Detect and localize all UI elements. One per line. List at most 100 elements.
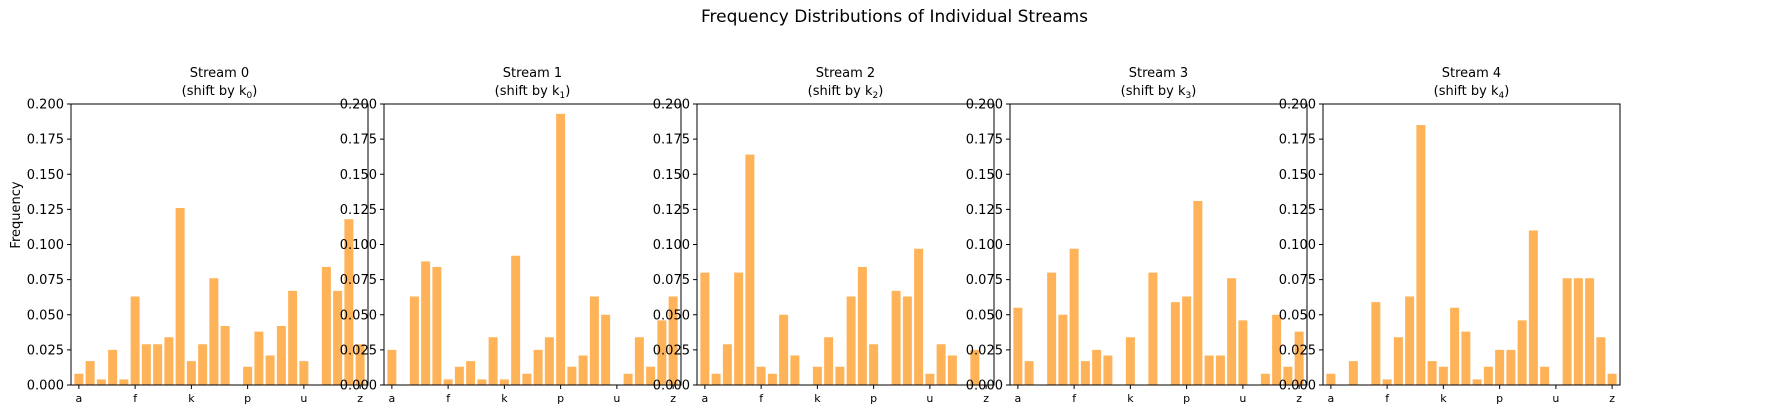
bar-w — [321, 266, 331, 385]
bar-g — [767, 373, 777, 385]
y-tick-label: 0.100 — [340, 238, 377, 253]
y-tick-label: 0.025 — [966, 343, 1003, 358]
bar-e — [1058, 314, 1068, 385]
bar-l — [511, 255, 521, 385]
bar-x — [646, 366, 656, 385]
y-tick-label: 0.025 — [653, 343, 690, 358]
bar-y — [1283, 366, 1293, 385]
bar-q — [1506, 349, 1516, 385]
bar-c — [96, 379, 106, 385]
bar-o — [857, 266, 867, 385]
bar-y — [344, 219, 354, 385]
x-tick-label: f — [759, 392, 764, 405]
bar-z — [668, 296, 678, 385]
y-tick-label: 0.125 — [653, 203, 690, 218]
bar-g — [1393, 337, 1403, 385]
bar-v — [1562, 278, 1572, 385]
y-tick-label: 0.000 — [340, 379, 377, 394]
x-tick-label: z — [670, 392, 676, 405]
bar-y — [970, 349, 980, 385]
bar-t — [914, 248, 924, 385]
subplot-subtitle: (shift by k2) — [808, 84, 884, 101]
y-tick-label: 0.200 — [966, 98, 1003, 113]
x-tick-label: f — [133, 392, 138, 405]
x-tick-label: a — [389, 392, 396, 405]
subplot-4: Stream 4 (shift by k4) 0.000 0.025 0.050 0.07… — [1279, 66, 1621, 405]
y-tick-label: 0.125 — [1279, 203, 1316, 218]
x-tick-label: p — [1496, 392, 1503, 405]
bar-s — [1215, 355, 1225, 385]
bar-n — [1472, 379, 1482, 385]
y-tick-label: 0.075 — [653, 273, 690, 288]
y-tick-label: 0.000 — [1279, 379, 1316, 394]
subplot-2: Stream 2 (shift by k2) 0.000 0.025 0.050 0.07… — [653, 66, 995, 405]
x-tick-label: u — [1239, 392, 1246, 405]
subplot-title: Stream 1 — [503, 66, 562, 81]
bar-d — [108, 349, 118, 385]
bar-c — [722, 344, 732, 385]
x-tick-label: p — [557, 392, 564, 405]
subplot-title: Stream 3 — [1129, 66, 1188, 81]
x-tick-label: a — [1015, 392, 1022, 405]
x-tick-label: u — [1552, 392, 1559, 405]
bar-p — [1182, 296, 1192, 385]
bar-t — [1540, 366, 1550, 385]
bar-r — [265, 355, 275, 385]
bar-x — [1585, 278, 1595, 385]
y-tick-label: 0.025 — [1279, 343, 1316, 358]
bar-o — [1483, 366, 1493, 385]
bar-h — [779, 314, 789, 385]
bar-h — [1092, 349, 1102, 385]
y-tick-label: 0.200 — [653, 98, 690, 113]
bar-x — [333, 290, 343, 385]
bar-w — [947, 355, 957, 385]
subplot-subtitle: (shift by k0) — [182, 84, 258, 101]
y-tick-label: 0.075 — [966, 273, 1003, 288]
bar-z — [1294, 331, 1304, 385]
x-tick-label: f — [1385, 392, 1390, 405]
subplot-subtitle: (shift by k4) — [1434, 84, 1510, 101]
bar-p — [243, 366, 253, 385]
bar-t — [601, 314, 611, 385]
bar-s — [276, 325, 286, 385]
y-tick-label: 0.100 — [653, 238, 690, 253]
bar-b — [85, 361, 95, 385]
y-tick-label: 0.175 — [653, 133, 690, 148]
bar-f — [756, 366, 766, 385]
x-tick-label: z — [357, 392, 363, 405]
y-tick-label: 0.000 — [966, 379, 1003, 394]
bar-a — [387, 349, 397, 385]
y-tick-label: 0.125 — [27, 203, 64, 218]
subplot-1: Stream 1 (shift by k1) 0.000 0.025 0.050 0.07… — [340, 66, 682, 405]
bar-l — [1450, 307, 1460, 385]
bar-f — [1382, 379, 1392, 385]
y-tick-label: 0.200 — [27, 98, 64, 113]
bar-r — [1204, 355, 1214, 385]
y-tick-label: 0.050 — [27, 308, 64, 323]
x-tick-label: k — [1127, 392, 1134, 405]
y-tick-label: 0.175 — [340, 133, 377, 148]
bar-a — [1326, 373, 1336, 385]
y-tick-label: 0.075 — [340, 273, 377, 288]
bar-r — [1517, 320, 1527, 385]
bar-r — [891, 290, 901, 385]
y-tick-label: 0.025 — [27, 343, 64, 358]
bar-f — [130, 296, 140, 385]
bar-l — [198, 344, 208, 385]
subplot-title: Stream 0 — [190, 66, 249, 81]
bar-g — [454, 366, 464, 385]
bar-k — [499, 379, 509, 385]
x-tick-label: u — [613, 392, 620, 405]
bar-e — [119, 379, 129, 385]
bar-w — [1260, 373, 1270, 385]
bar-t — [1227, 278, 1237, 385]
y-tick-label: 0.100 — [1279, 238, 1316, 253]
y-tick-label: 0.050 — [1279, 308, 1316, 323]
bar-u — [299, 361, 309, 385]
x-tick-label: k — [814, 392, 821, 405]
bar-q — [1193, 200, 1203, 385]
bar-s — [902, 296, 912, 385]
bar-i — [164, 337, 174, 385]
bar-y — [657, 320, 667, 385]
x-tick-label: k — [188, 392, 195, 405]
